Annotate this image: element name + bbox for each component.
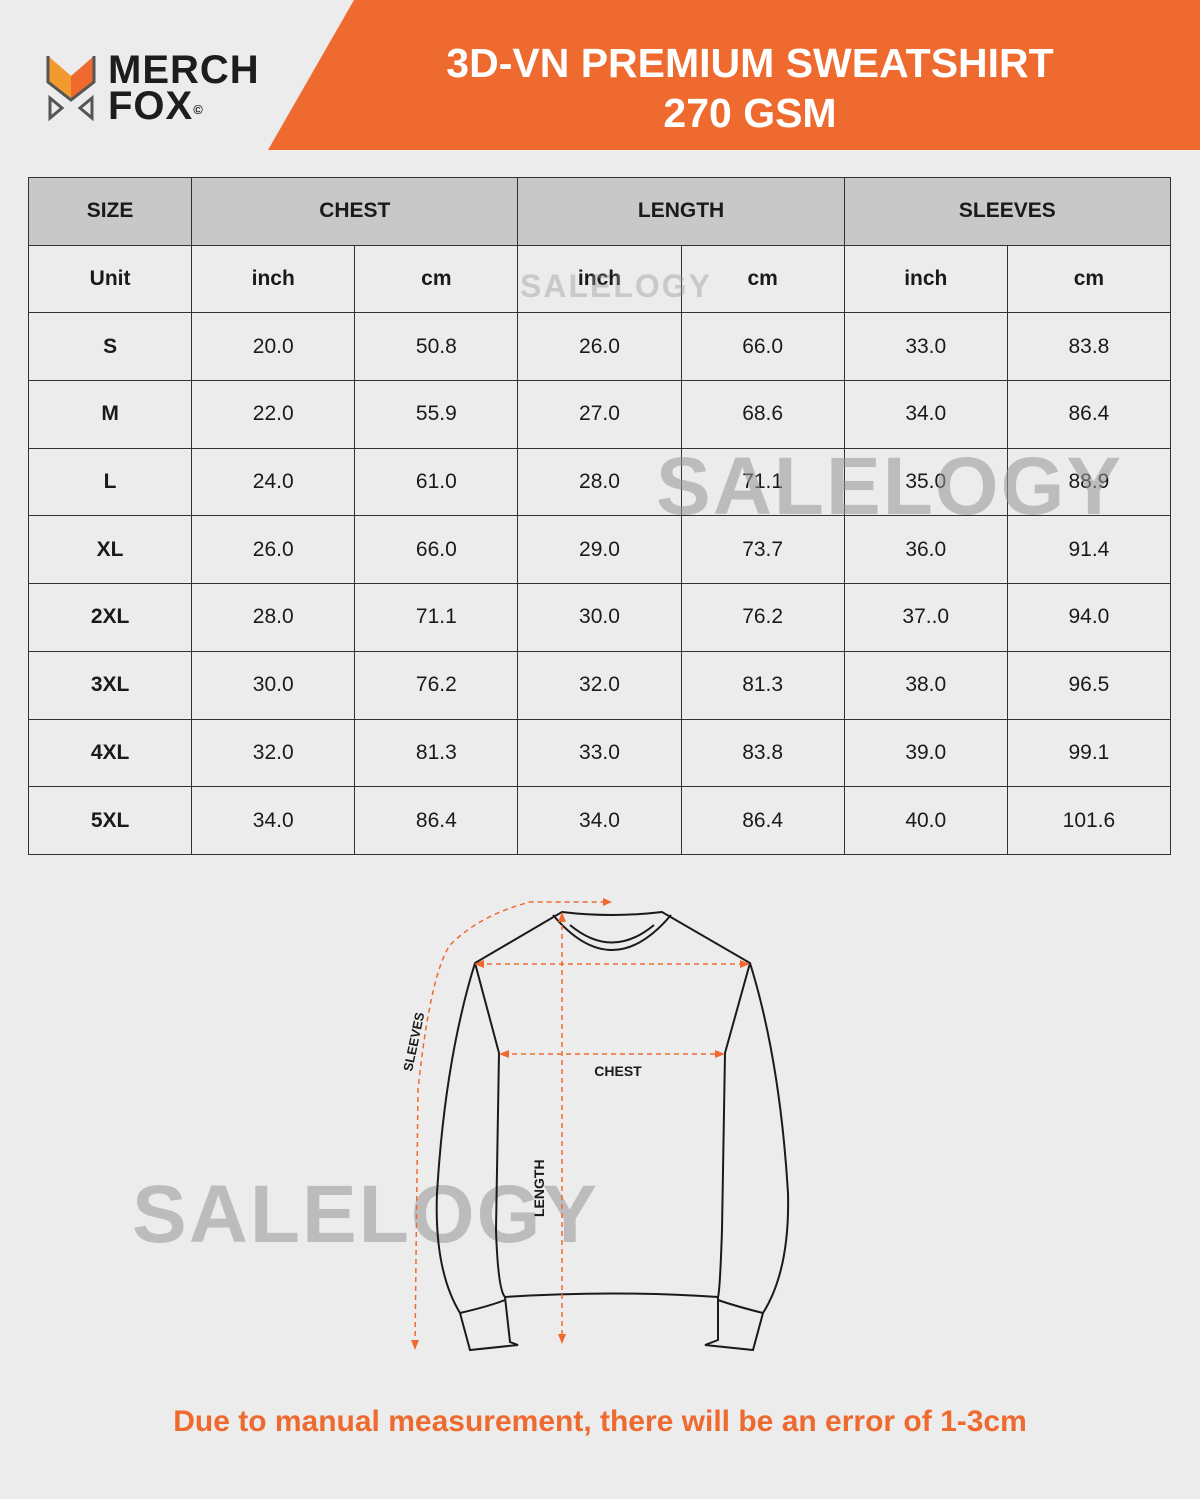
value-cell: 26.0 — [517, 312, 682, 382]
value-cell: 20.0 — [191, 312, 356, 382]
merch-fox-logo-icon — [46, 56, 96, 122]
value-cell: 96.5 — [1006, 650, 1172, 720]
unit-cell: inch — [517, 244, 682, 314]
value-cell: 71.1 — [354, 583, 519, 652]
value-cell: 81.3 — [680, 650, 845, 720]
value-cell: 40.0 — [843, 786, 1008, 855]
header-chest: CHEST — [191, 177, 519, 246]
brand-line-1: MERCH — [108, 48, 260, 92]
size-cell: L — [27, 447, 193, 517]
value-cell: 71.1 — [680, 447, 845, 517]
copyright-mark: © — [193, 102, 204, 117]
title-banner — [268, 0, 1200, 150]
value-cell: 76.2 — [354, 650, 519, 720]
value-cell: 33.0 — [843, 312, 1008, 382]
header-size: SIZE — [27, 177, 193, 246]
value-cell: 86.4 — [680, 786, 845, 855]
value-cell: 88.9 — [1006, 447, 1172, 517]
size-cell: XL — [27, 515, 193, 585]
value-cell: 101.6 — [1006, 786, 1172, 855]
value-cell: 34.0 — [517, 786, 682, 855]
size-cell: 4XL — [27, 718, 193, 788]
value-cell: 38.0 — [843, 650, 1008, 720]
value-cell: 86.4 — [354, 786, 519, 855]
group-header-row: SIZE CHEST LENGTH SLEEVES — [27, 177, 1172, 246]
collar — [552, 914, 672, 951]
value-cell: 83.8 — [680, 718, 845, 788]
size-cell: S — [27, 312, 193, 382]
right-armhole — [717, 962, 751, 1298]
value-cell: 73.7 — [680, 515, 845, 585]
chest-label: CHEST — [594, 1063, 642, 1079]
value-cell: 27.0 — [517, 380, 682, 449]
table-row: 3XL 30.0 76.2 32.0 81.3 38.0 96.5 — [27, 650, 1172, 720]
sleeves-measure-line — [414, 901, 608, 1346]
table-row: L 24.0 61.0 28.0 71.1 35.0 88.9 — [27, 447, 1172, 517]
table-row: 4XL 32.0 81.3 33.0 83.8 39.0 99.1 — [27, 718, 1172, 788]
size-cell: 2XL — [27, 583, 193, 652]
value-cell: 61.0 — [354, 447, 519, 517]
table-row: XL 26.0 66.0 29.0 73.7 36.0 91.4 — [27, 515, 1172, 585]
sleeves-label: SLEEVES — [400, 1011, 427, 1073]
value-cell: 91.4 — [1006, 515, 1172, 585]
page-title: 3D-VN PREMIUM SWEATSHIRT 270 GSM — [300, 38, 1200, 138]
sweatshirt-body-outline — [435, 910, 790, 1352]
value-cell: 28.0 — [517, 447, 682, 517]
value-cell: 94.0 — [1006, 583, 1172, 652]
value-cell: 66.0 — [354, 515, 519, 585]
value-cell: 68.6 — [680, 380, 845, 449]
unit-row: Unit inch cm inch cm inch cm — [27, 244, 1172, 314]
title-line-1: 3D-VN PREMIUM SWEATSHIRT — [446, 40, 1054, 86]
left-armhole — [474, 962, 506, 1298]
size-cell: 3XL — [27, 650, 193, 720]
unit-cell: cm — [354, 244, 519, 314]
value-cell: 24.0 — [191, 447, 356, 517]
value-cell: 34.0 — [191, 786, 356, 855]
table-row: 2XL 28.0 71.1 30.0 76.2 37..0 94.0 — [27, 583, 1172, 652]
table-row: S 20.0 50.8 26.0 66.0 33.0 83.8 — [27, 312, 1172, 382]
header-length: LENGTH — [517, 177, 845, 246]
value-cell: 99.1 — [1006, 718, 1172, 788]
unit-cell: cm — [1006, 244, 1172, 314]
value-cell: 26.0 — [191, 515, 356, 585]
length-label: LENGTH — [531, 1159, 547, 1217]
value-cell: 32.0 — [191, 718, 356, 788]
value-cell: 37..0 — [843, 583, 1008, 652]
size-cell: 5XL — [27, 786, 193, 855]
size-chart-table: SIZE CHEST LENGTH SLEEVES Unit inch cm inch… — [27, 177, 1172, 855]
value-cell: 30.0 — [517, 583, 682, 652]
unit-cell: cm — [680, 244, 845, 314]
value-cell: 39.0 — [843, 718, 1008, 788]
value-cell: 30.0 — [191, 650, 356, 720]
measurement-note: Due to manual measurement, there will be… — [173, 1405, 1027, 1438]
unit-cell: inch — [191, 244, 356, 314]
value-cell: 76.2 — [680, 583, 845, 652]
brand-line-2: FOX — [108, 84, 194, 128]
table-row: 5XL 34.0 86.4 34.0 86.4 40.0 101.6 — [27, 786, 1172, 855]
brand-name: MERCH FOX© — [108, 48, 260, 126]
header-sleeves: SLEEVES — [843, 177, 1172, 246]
value-cell: 34.0 — [843, 380, 1008, 449]
value-cell: 29.0 — [517, 515, 682, 585]
value-cell: 81.3 — [354, 718, 519, 788]
value-cell: 36.0 — [843, 515, 1008, 585]
value-cell: 83.8 — [1006, 312, 1172, 382]
unit-cell: Unit — [27, 244, 193, 314]
value-cell: 55.9 — [354, 380, 519, 449]
title-line-2: 270 GSM — [663, 90, 837, 136]
value-cell: 32.0 — [517, 650, 682, 720]
